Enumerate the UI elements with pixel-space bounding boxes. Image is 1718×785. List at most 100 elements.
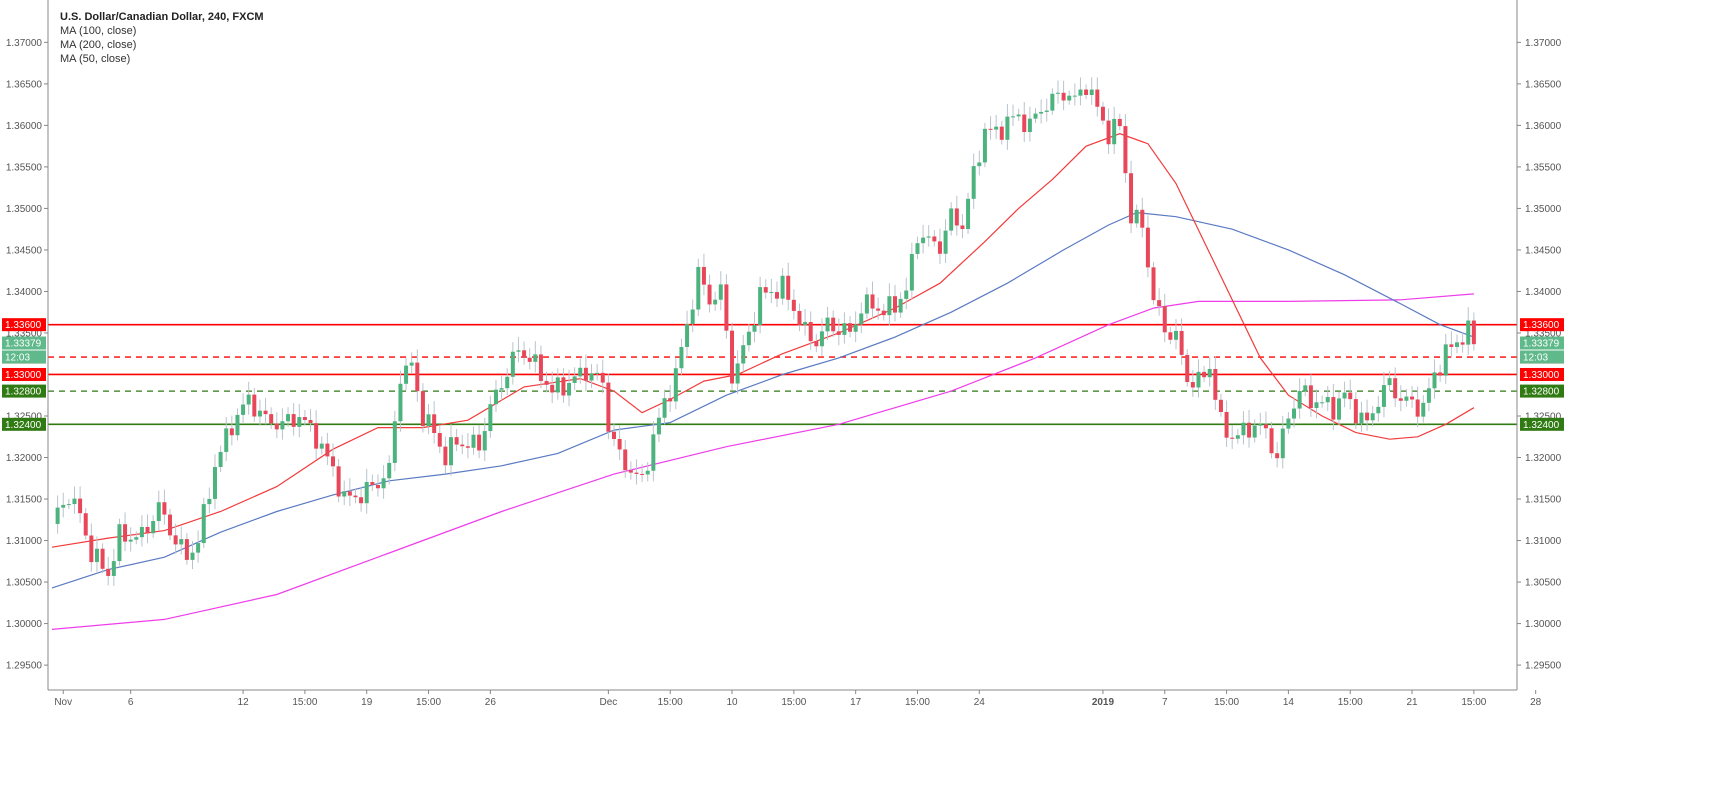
x-tick-label: 15:00 (1338, 697, 1363, 708)
candle-body (982, 128, 987, 163)
candle-body (1275, 453, 1280, 459)
y-tick-label-left: 1.29500 (6, 661, 43, 672)
candle-body (364, 482, 369, 504)
candle-body (78, 498, 83, 514)
candle-body (1129, 173, 1134, 224)
candle-body (1162, 306, 1167, 333)
x-tick-label: 15:00 (1214, 697, 1239, 708)
x-tick-label: 28 (1530, 697, 1542, 708)
candle-body (1455, 342, 1459, 347)
resistance-1.3360-right-tag-bg (1520, 318, 1564, 332)
resistance-1.3300-right-tag-bg (1520, 367, 1564, 381)
candle-body (218, 451, 223, 468)
candle-body (1117, 118, 1122, 127)
x-tick-label: Dec (599, 697, 617, 708)
candle-body (201, 504, 206, 544)
candle-body (1145, 227, 1150, 268)
candle-body (960, 225, 965, 230)
current-price-right-tag: 1.33379 (1520, 336, 1564, 350)
candle-body (246, 394, 251, 405)
candle-body (1050, 93, 1055, 111)
y-tick-label-right: 1.35500 (1525, 162, 1562, 173)
candle-body (432, 414, 437, 434)
candle-body (741, 345, 746, 364)
candle-body (302, 417, 307, 420)
candle-body (1252, 425, 1257, 438)
candle-body (1151, 267, 1156, 301)
ma200-line (51, 293, 1474, 630)
candle-body (61, 504, 66, 508)
candle-body (999, 126, 1004, 140)
candle-body (1044, 110, 1049, 112)
candle-body (190, 552, 195, 560)
candle-body (628, 470, 633, 473)
support-1.3240-left-tag-bg (2, 417, 46, 431)
candle-body (331, 456, 335, 467)
x-tick-label: Nov (54, 697, 72, 708)
candle-body (1224, 411, 1229, 438)
current-price-right-tag-bg (1520, 336, 1564, 350)
candle-body (117, 524, 122, 562)
candle-body (196, 543, 201, 553)
countdown-right-tag: 12:03 (1520, 350, 1564, 364)
countdown-left-tag-bg (2, 350, 46, 364)
candle-body (881, 310, 886, 316)
legend-ma200: MA (200, close) (60, 39, 137, 51)
resistance-1.3300-left-tag-bg (2, 367, 46, 381)
legend-ma50: MA (50, close) (60, 53, 131, 65)
candle-body (420, 391, 425, 427)
candle-body (72, 498, 77, 505)
x-axis[interactable]: Nov 6 12 15:00 19 15:00 26 Dec 15:00 10 15:00 17 15:… (54, 690, 1542, 708)
candle-body (359, 497, 364, 504)
candle-body (1387, 378, 1392, 386)
candle-body (471, 434, 476, 448)
y-tick-label-right: 1.36500 (1525, 79, 1562, 90)
x-tick-label: 15:00 (658, 697, 683, 708)
resistance-1.3360-left-tag-bg (2, 318, 46, 332)
resistance-1.3300-left-tag-text: 1.33000 (5, 370, 42, 381)
y-tick-label-right: 1.35000 (1525, 204, 1562, 215)
candle-body (1089, 89, 1094, 96)
candle-body (814, 341, 819, 347)
x-tick-label: 6 (128, 697, 134, 708)
candle-body (106, 568, 111, 576)
candle-body (634, 472, 639, 474)
candle-body (1443, 344, 1448, 376)
candle-body (600, 372, 605, 383)
candle-body (578, 367, 583, 377)
candle-body (836, 331, 841, 335)
candle-body (803, 322, 808, 326)
plot-frame (47, 0, 1518, 691)
candle-body (988, 128, 993, 130)
candle-body (538, 354, 543, 381)
x-tick-label: 19 (361, 697, 373, 708)
candle-body (774, 292, 779, 299)
y-axis-right[interactable]: 1.37000 1.36500 1.36000 1.35500 1.35000 1.345… (1517, 38, 1562, 672)
resistance-1.3360-right-tag-text: 1.33600 (1523, 320, 1560, 331)
support-1.3280-left-tag-bg (2, 384, 46, 398)
candle-body (1134, 209, 1139, 224)
y-tick-label-right: 1.31000 (1525, 536, 1562, 547)
candle-body (1095, 89, 1100, 107)
candle-body (162, 502, 167, 515)
candle-body (168, 514, 173, 536)
candle-body (769, 292, 774, 294)
candle-body (207, 498, 212, 505)
candle-body (1280, 428, 1285, 459)
candle-body (954, 208, 959, 226)
candle-body (415, 362, 420, 392)
candle-body (690, 309, 695, 324)
candle-body (1168, 332, 1173, 340)
candle-body (701, 266, 706, 285)
candle-body (656, 417, 661, 435)
candle-body (937, 241, 942, 254)
candle-body (1112, 118, 1117, 145)
candle-body (1033, 113, 1038, 119)
candle-body (825, 317, 830, 332)
candle-body (465, 446, 470, 448)
candle-body (606, 382, 611, 432)
x-tick-label: 24 (974, 697, 986, 708)
y-tick-label-left: 1.34500 (6, 245, 43, 256)
support-1.3280-right-tag: 1.32800 (1520, 384, 1564, 398)
